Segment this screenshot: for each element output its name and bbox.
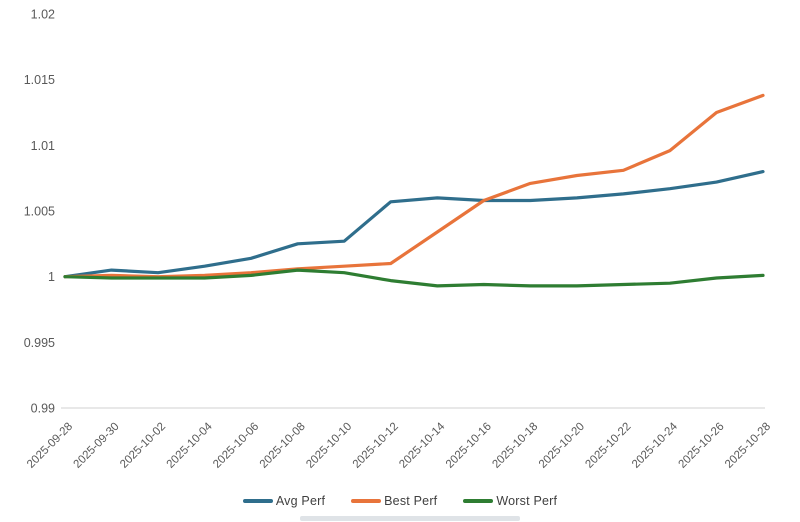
chart-legend: Avg Perf Best Perf Worst Perf (0, 494, 800, 508)
x-axis-tick-label: 2025-10-20 (537, 421, 587, 471)
x-axis-tick-label: 2025-09-30 (72, 421, 122, 471)
y-axis-tick-label: 0.99 (31, 402, 55, 416)
x-axis-tick-label: 2025-10-28 (723, 421, 773, 471)
series-line-worst-perf (63, 268, 765, 288)
y-axis-tick-label: 1.015 (24, 73, 55, 87)
y-axis-tick-label: 1.005 (24, 205, 55, 219)
y-axis-tick-label: 1 (48, 270, 55, 284)
x-axis-tick-label: 2025-10-16 (444, 421, 494, 471)
x-axis-tick-label: 2025-10-12 (351, 421, 401, 471)
legend-item-label: Avg Perf (275, 494, 326, 508)
series-line-best-perf (63, 93, 765, 279)
legend-item-best-perf: Best Perf (351, 494, 437, 508)
y-axis-tick-label: 1.01 (31, 139, 55, 153)
legend-line-swatch (351, 499, 382, 503)
series-line-avg-perf (63, 170, 765, 279)
x-axis-tick-label: 2025-10-22 (583, 421, 633, 471)
x-axis-tick-label: 2025-10-06 (211, 421, 261, 471)
y-axis-tick-label: 0.995 (24, 336, 55, 350)
cropped-ui-fragment (300, 516, 520, 521)
x-axis-tick-label: 2025-10-02 (118, 421, 168, 471)
y-axis-tick-label: 1.02 (31, 8, 55, 22)
legend-item-avg-perf: Avg Perf (242, 494, 326, 508)
x-axis-tick-label: 2025-10-24 (630, 420, 681, 471)
x-axis-tick-label: 2025-10-26 (677, 421, 727, 471)
legend-item-label: Best Perf (384, 494, 438, 508)
legend-line-swatch (242, 499, 273, 503)
x-axis-tick-label: 2025-10-18 (490, 421, 540, 471)
x-axis-tick-label: 2025-10-10 (304, 421, 354, 471)
x-axis-tick-label: 2025-09-28 (25, 421, 75, 471)
x-axis-tick-label: 2025-10-08 (258, 421, 308, 471)
legend-item-worst-perf: Worst Perf (463, 494, 557, 508)
x-axis-tick-label: 2025-10-04 (165, 420, 216, 471)
x-axis-tick-label: 2025-10-14 (397, 420, 448, 471)
legend-item-label: Worst Perf (496, 494, 558, 508)
legend-line-swatch (463, 499, 494, 503)
